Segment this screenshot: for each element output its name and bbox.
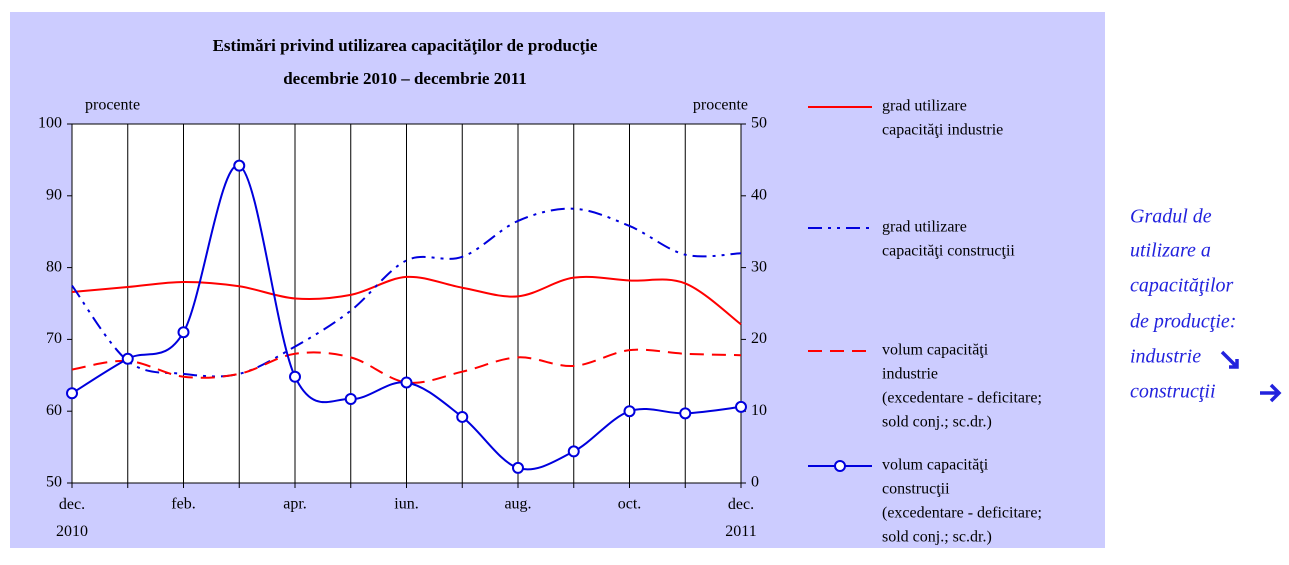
y2-tick-label: 30 xyxy=(751,258,767,275)
side-note: de producţie: xyxy=(1130,311,1236,333)
legend-label: grad utilizare xyxy=(882,98,967,115)
point xyxy=(66,387,78,400)
legend-label: grad utilizare xyxy=(882,219,967,236)
legend-label: construcţii xyxy=(882,481,950,498)
y-tick-label: 50 xyxy=(46,474,62,491)
point xyxy=(233,159,246,172)
point xyxy=(121,352,134,365)
point xyxy=(735,400,747,413)
side-note: Gradul de xyxy=(1130,206,1212,228)
arrow-icon xyxy=(1220,350,1239,369)
legend-label: industrie xyxy=(882,366,938,383)
side-note: capacităţilor xyxy=(1130,275,1234,297)
y-tick-label: 70 xyxy=(46,330,62,347)
legend-label: (excedentare - deficitare; xyxy=(882,390,1042,407)
x-tick-label: aug. xyxy=(504,496,531,513)
x-tick-label: feb. xyxy=(171,496,195,513)
series-line xyxy=(71,348,742,384)
series-line xyxy=(71,207,742,378)
y-tick-label: 60 xyxy=(46,402,62,419)
point xyxy=(512,461,524,474)
legend-marker xyxy=(834,460,846,472)
y2-tick-label: 10 xyxy=(751,402,767,419)
y2-tick-label: 20 xyxy=(751,330,767,347)
legend-label: volum capacităţi xyxy=(882,457,989,474)
side-note: utilizare a xyxy=(1130,240,1211,262)
x-tick-label: apr. xyxy=(283,496,307,513)
x-tick-label: iun. xyxy=(394,496,418,513)
point xyxy=(456,410,469,423)
chart-title: Estimări privind utilizarea capacităţilo… xyxy=(213,36,598,55)
legend-label: (excedentare - deficitare; xyxy=(882,505,1042,522)
point xyxy=(623,405,636,418)
x-tick-label: oct. xyxy=(618,496,642,513)
point xyxy=(177,326,190,339)
y2-tick-label: 50 xyxy=(751,115,767,132)
point xyxy=(567,445,580,458)
legend-label: capacităţi construcţii xyxy=(882,243,1015,260)
point xyxy=(344,392,357,405)
y2-axis-label: procente xyxy=(693,97,748,114)
side-note: construcţii xyxy=(1130,381,1216,403)
y-tick-label: 100 xyxy=(38,115,62,132)
legend-label: sold conj.; sc.dr.) xyxy=(882,529,992,546)
legend-label: capacităţi industrie xyxy=(882,122,1003,139)
series-line xyxy=(71,275,742,326)
side-note: industrie xyxy=(1130,346,1201,368)
y2-tick-label: 40 xyxy=(751,186,767,203)
chart-subtitle: decembrie 2010 – decembrie 2011 xyxy=(283,69,527,88)
point xyxy=(679,407,692,420)
y-axis-label: procente xyxy=(85,97,140,114)
legend-label: sold conj.; sc.dr.) xyxy=(882,414,992,431)
x-tick-label: dec. 2010 xyxy=(56,496,88,540)
y-tick-label: 90 xyxy=(46,186,62,203)
legend-label: volum capacităţi xyxy=(882,342,989,359)
y-tick-label: 80 xyxy=(46,258,62,275)
point xyxy=(400,376,413,389)
x-tick-label: dec. 2011 xyxy=(725,496,756,540)
point xyxy=(289,370,301,383)
y2-tick-label: 0 xyxy=(751,474,759,491)
arrow-icon xyxy=(1260,383,1282,403)
